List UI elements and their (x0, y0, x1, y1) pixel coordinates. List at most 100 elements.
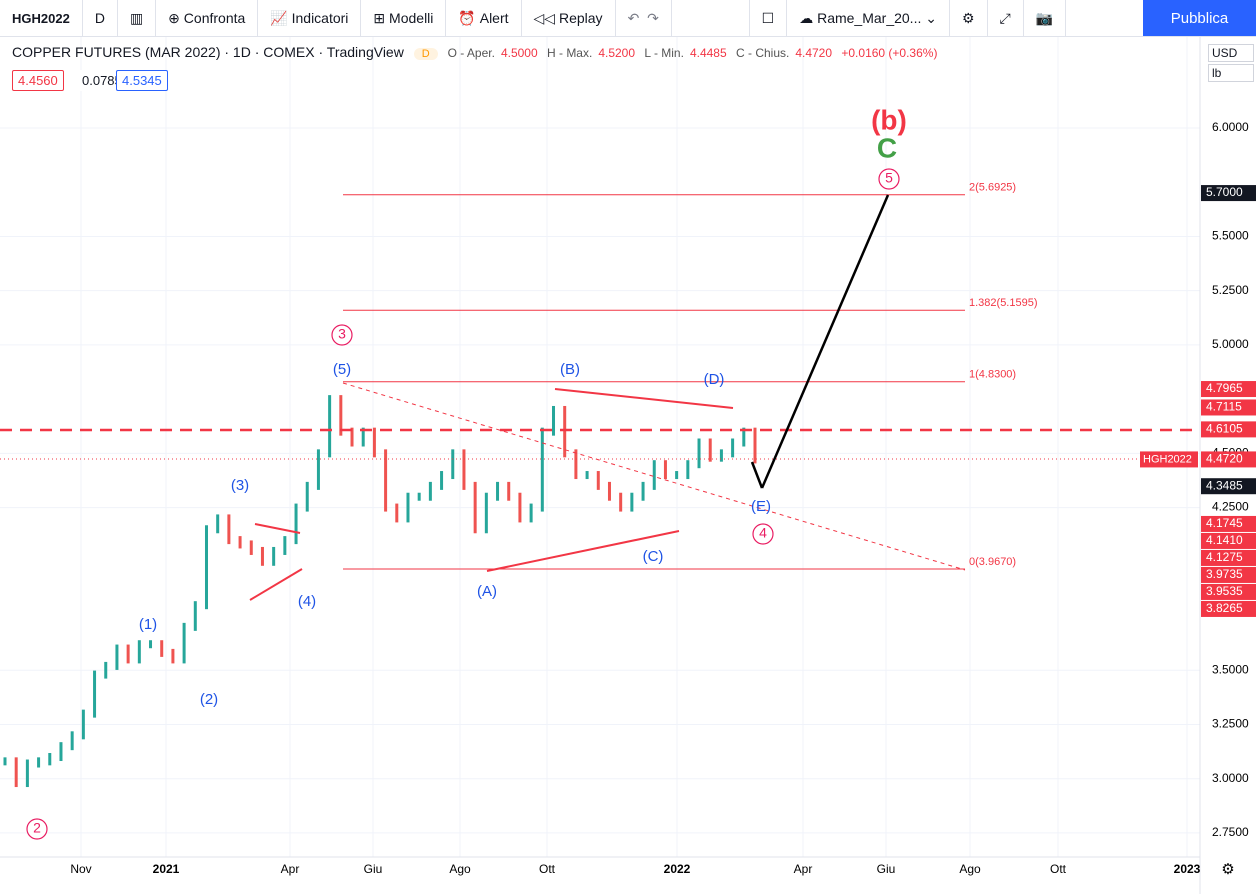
indicators[interactable]: 📈 Indicatori (258, 0, 362, 36)
price-bar (552, 405, 556, 436)
price-badge (1201, 532, 1256, 549)
wave-circle (331, 324, 353, 346)
interval[interactable]: D (83, 0, 118, 36)
bid[interactable]: 4.4560 (12, 70, 64, 91)
price-bar (574, 449, 578, 480)
price-bar (596, 471, 600, 490)
price-bar (137, 640, 141, 664)
price-bar (160, 640, 164, 657)
price-badge (1201, 399, 1256, 416)
price-bar (59, 742, 63, 762)
price-tick-label: 2.7500 (1212, 825, 1249, 839)
price-bar (339, 395, 343, 436)
time-label: Ott (1050, 862, 1067, 876)
price-bar (48, 753, 52, 766)
price-badge-label: 3.9735 (1206, 567, 1243, 581)
price-bar (216, 514, 220, 534)
price-bar (93, 670, 97, 718)
wave-label: (2) (200, 691, 218, 708)
ask[interactable]: 4.5345 (116, 70, 168, 91)
open: 4.5000 (500, 46, 538, 60)
price-bar (529, 503, 533, 523)
price-bar (563, 405, 567, 458)
price-bar (496, 481, 500, 501)
publish[interactable]: Pubblica (1143, 0, 1256, 36)
toolbar: HGH2022 D ▥ ⊕ Confronta 📈 Indicatori ⊞ M… (0, 0, 1256, 37)
price-bar (372, 427, 376, 458)
time-label: Giu (364, 862, 383, 876)
fib-label: 1(4.8300) (969, 369, 1016, 381)
chart: 6.0000 5.5000 5.2500 5.0000 4.5000 4.2500 3.50… (0, 37, 1256, 894)
price-tick-label: 5.2500 (1212, 283, 1249, 297)
legend-title: COPPER FUTURES (MAR 2022) · 1D · COMEX ·… (12, 44, 404, 60)
unit[interactable]: lb (1208, 64, 1254, 82)
price-badge (1201, 421, 1256, 438)
templates[interactable]: ⊞ Modelli (361, 0, 447, 36)
price-bar (406, 492, 410, 523)
open-label: O - Aper. (447, 46, 495, 60)
wave-label: 5 (885, 170, 893, 186)
price-badge-label: 4.1275 (1206, 550, 1243, 564)
price-bar (204, 525, 208, 610)
low-label: L - Min. (644, 46, 684, 60)
price-badge (1201, 549, 1256, 566)
wave-label: (E) (751, 498, 771, 515)
price-bar (473, 481, 477, 534)
price-tick-label: 3.5000 (1212, 662, 1249, 676)
settings-icon: ⚙ (1221, 861, 1234, 878)
price-tick-label: 3.2500 (1212, 717, 1249, 731)
time-label: 2022 (664, 862, 691, 876)
price-bar (25, 759, 29, 788)
chart-style[interactable]: ▥ (118, 0, 157, 36)
price-bar (3, 757, 7, 766)
price-bar (70, 731, 74, 751)
price-badge-label: 4.4720 (1206, 452, 1243, 466)
wave-circle (26, 818, 48, 840)
price-bar (171, 648, 175, 664)
price-bar (249, 540, 253, 555)
price-badge-label: 3.9535 (1206, 584, 1243, 598)
currency[interactable]: USD (1208, 44, 1254, 62)
price-bar (484, 492, 488, 534)
time-label: Apr (794, 862, 813, 876)
price-badge-label: 4.1745 (1206, 516, 1243, 530)
price-bar (294, 503, 298, 545)
price-bar (328, 395, 332, 458)
alert[interactable]: ⏰ Alert (446, 0, 522, 36)
price-bar (238, 536, 242, 549)
layout-toggle[interactable]: ☐ (748, 0, 788, 36)
price-bar (719, 449, 723, 462)
wave-label: C (877, 132, 897, 163)
price-bar (115, 644, 119, 670)
price-bar (663, 460, 667, 480)
time-label: Ago (449, 862, 471, 876)
price-tick-label: 5.5000 (1212, 229, 1249, 243)
wave-label: (4) (298, 593, 316, 610)
drawing (750, 461, 764, 489)
symbol[interactable]: HGH2022 (0, 0, 83, 36)
drawing (486, 530, 680, 572)
price-badge (1201, 451, 1256, 468)
price-tick-label: 4.2500 (1212, 500, 1249, 514)
price-badge (1201, 185, 1256, 202)
snapshot[interactable]: 📷 (1024, 0, 1067, 36)
time-label: Giu (877, 862, 896, 876)
drawing (760, 194, 890, 489)
symbol-badge (1140, 451, 1198, 468)
symbol-badge-label: HGH2022 (1143, 453, 1192, 465)
time-label: 2023 (1174, 862, 1201, 876)
price-bar (686, 460, 690, 480)
time-label: Nov (70, 862, 91, 876)
drawing (554, 388, 734, 409)
fullscreen[interactable]: ⤢ (988, 0, 1024, 36)
alert-label: Alert (479, 10, 509, 26)
compare[interactable]: ⊕ Confronta (156, 0, 259, 36)
layout[interactable]: ☁ Rame_Mar_20... ⌄ (787, 0, 950, 36)
templates-label: Modelli (389, 10, 434, 26)
undo-redo[interactable]: ↶ ↷ (616, 0, 672, 36)
settings[interactable]: ⚙ (950, 0, 988, 36)
change: +0.0160 (+0.36%) (841, 46, 938, 60)
replay[interactable]: ◁◁ Replay (522, 0, 616, 36)
price-badge (1201, 600, 1256, 617)
fib-label: 0(3.9670) (969, 556, 1016, 568)
